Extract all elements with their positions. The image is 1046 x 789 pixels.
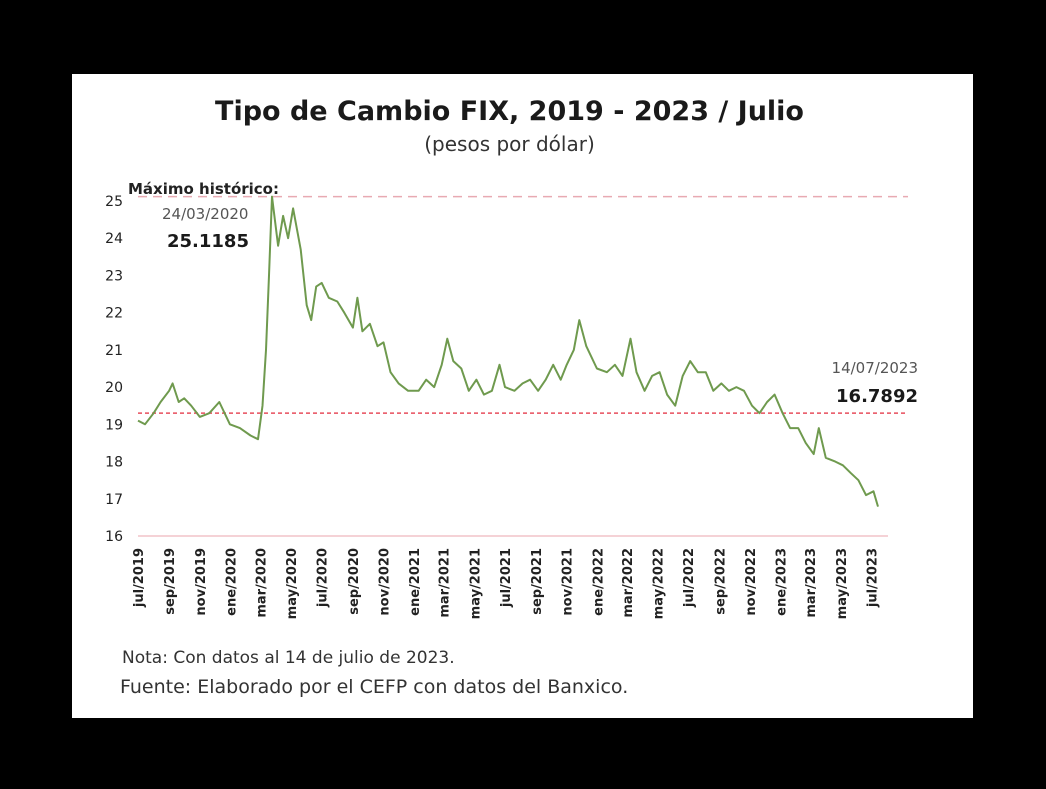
- x-tick-label: jul/2021: [499, 548, 514, 608]
- y-tick-label: 19: [105, 417, 123, 433]
- source-note: Fuente: Elaborado por el CEFP con datos …: [120, 676, 629, 698]
- x-tick-label: sep/2022: [713, 548, 728, 615]
- x-tick-label: ene/2020: [224, 548, 239, 616]
- last-annotation-value: 16.7892: [836, 386, 918, 407]
- x-tick-label: nov/2022: [744, 548, 759, 616]
- x-tick-label: mar/2022: [621, 548, 636, 618]
- x-tick-label: mar/2020: [254, 548, 269, 618]
- chart-subtitle: (pesos por dólar): [424, 132, 595, 156]
- x-tick-label: jul/2020: [316, 548, 331, 608]
- x-tick-label: jul/2023: [865, 548, 880, 608]
- y-tick-label: 16: [105, 529, 123, 545]
- y-tick-label: 18: [105, 455, 123, 471]
- x-tick-label: nov/2019: [194, 548, 209, 616]
- y-tick-label: 24: [105, 231, 123, 247]
- x-tick-label: nov/2021: [561, 548, 576, 616]
- x-tick-label: may/2021: [468, 548, 483, 619]
- x-tick-label: nov/2020: [377, 548, 392, 616]
- x-tick-label: sep/2021: [530, 548, 545, 615]
- max-annotation-value: 25.1185: [167, 231, 249, 252]
- x-tick-label: sep/2019: [163, 548, 178, 615]
- y-tick-label: 23: [105, 268, 123, 284]
- x-axis-ticks: jul/2019 sep/2019 nov/2019 ene/2020 mar/2020…: [132, 548, 880, 619]
- x-tick-label: ene/2022: [591, 548, 606, 616]
- x-tick-label: may/2023: [835, 548, 850, 619]
- x-tick-label: jul/2019: [132, 548, 147, 608]
- last-annotation-date: 14/07/2023: [832, 359, 918, 377]
- line-chart: 16 17 18 19 20 21 22 23 24 25 jul/2019 sep/2019 nov…: [105, 180, 918, 619]
- y-tick-label: 20: [105, 380, 123, 396]
- chart-title: Tipo de Cambio FIX, 2019 - 2023 / Julio: [215, 96, 804, 127]
- x-tick-label: may/2022: [652, 548, 667, 619]
- y-axis-ticks: 16 17 18 19 20 21 22 23 24 25: [105, 194, 123, 545]
- x-tick-label: sep/2020: [347, 548, 362, 615]
- y-tick-label: 21: [105, 343, 123, 359]
- max-annotation-heading: Máximo histórico:: [128, 180, 279, 198]
- x-tick-label: ene/2023: [775, 548, 790, 616]
- x-tick-label: mar/2021: [438, 548, 453, 618]
- x-tick-label: may/2020: [285, 548, 300, 619]
- footnote: Nota: Con datos al 14 de julio de 2023.: [122, 648, 455, 668]
- y-tick-label: 17: [105, 492, 123, 508]
- y-tick-label: 25: [105, 194, 123, 210]
- x-tick-label: mar/2023: [804, 548, 819, 618]
- x-tick-label: jul/2022: [682, 548, 697, 608]
- y-tick-label: 22: [105, 306, 123, 322]
- exchange-rate-line: [137, 195, 879, 507]
- chart-card: Tipo de Cambio FIX, 2019 - 2023 / Julio …: [72, 74, 973, 718]
- max-annotation-date: 24/03/2020: [162, 205, 248, 223]
- x-tick-label: ene/2021: [408, 548, 423, 616]
